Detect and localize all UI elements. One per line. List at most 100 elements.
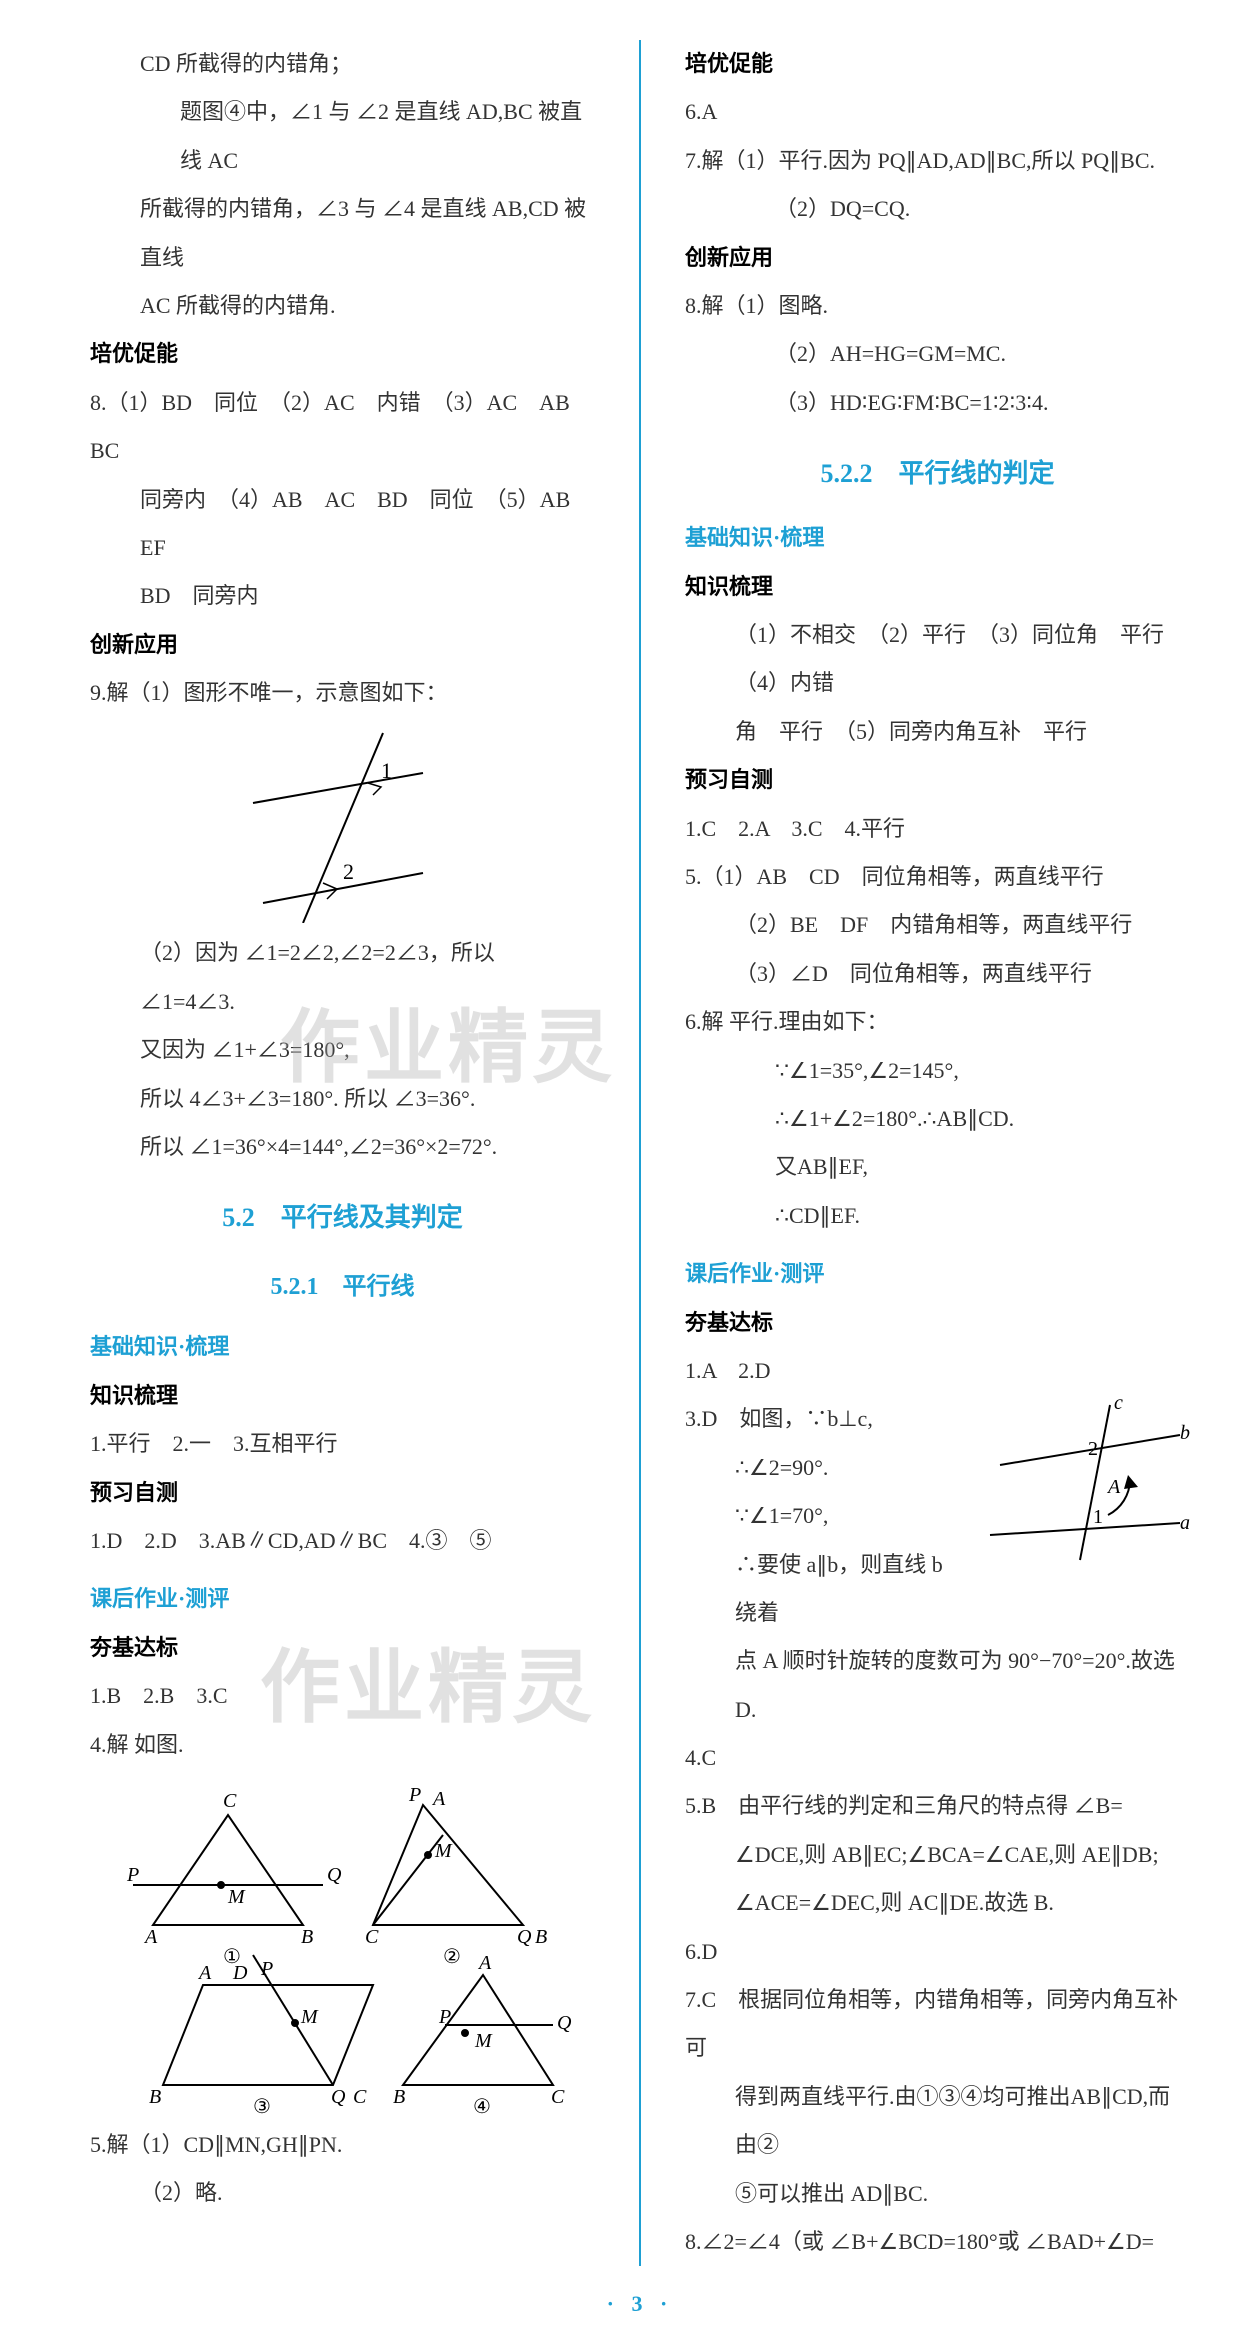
figure-9-diagram: 1 2 xyxy=(233,723,453,923)
svg-text:B: B xyxy=(149,2086,161,2108)
heading: 培优促能 xyxy=(90,330,595,378)
category-heading: 课后作业·测评 xyxy=(685,1250,1190,1298)
text: 8.解（1）图略. xyxy=(685,282,1190,330)
svg-text:②: ② xyxy=(443,1946,461,1968)
text: 6.解 平行.理由如下： xyxy=(685,998,1190,1046)
svg-text:④: ④ xyxy=(473,2096,491,2115)
text: 题图④中，∠1 与 ∠2 是直线 AD,BC 被直线 AC xyxy=(90,88,595,185)
text: ∵∠1=35°,∠2=145°, xyxy=(685,1047,1190,1095)
text: 9.解（1）图形不唯一，示意图如下： xyxy=(90,669,595,717)
heading: 预习自测 xyxy=(685,756,1190,804)
heading: 创新应用 xyxy=(685,234,1190,282)
text: 5.（1）AB CD 同位角相等，两直线平行 xyxy=(685,853,1190,901)
text: （3）∠D 同位角相等，两直线平行 xyxy=(685,950,1190,998)
text: 角 平行 （5）同旁内角互补 平行 xyxy=(685,708,1190,756)
text: 4.C xyxy=(685,1734,1190,1782)
svg-text:C: C xyxy=(551,2086,565,2108)
text: （2）略. xyxy=(90,2169,595,2217)
svg-text:B: B xyxy=(301,1926,313,1948)
text: 1.C 2.A 3.C 4.平行 xyxy=(685,805,1190,853)
svg-text:P: P xyxy=(126,1864,139,1886)
svg-text:Q: Q xyxy=(331,2086,346,2108)
heading: 夯基达标 xyxy=(685,1299,1190,1347)
heading: 知识梳理 xyxy=(90,1372,595,1420)
text: ∴要使 a∥b，则直线 b 绕着 xyxy=(685,1541,970,1638)
svg-text:A: A xyxy=(143,1926,158,1948)
svg-text:A: A xyxy=(477,1952,492,1974)
text: （2）AH=HG=GM=MC. xyxy=(685,330,1190,378)
text: 所以 4∠3+∠3=180°. 所以 ∠3=36°. xyxy=(90,1075,595,1123)
svg-text:C: C xyxy=(353,2086,367,2108)
svg-text:M: M xyxy=(300,2006,319,2028)
right-column: 培优促能 6.A 7.解（1）平行.因为 PQ∥AD,AD∥BC,所以 PQ∥B… xyxy=(685,40,1190,2266)
heading: 知识梳理 xyxy=(685,563,1190,611)
svg-text:Q: Q xyxy=(557,2012,572,2034)
svg-text:M: M xyxy=(434,1840,453,1862)
text: 5.B 由平行线的判定和三角尺的特点得 ∠B= xyxy=(685,1782,1190,1830)
two-column-layout: CD 所截得的内错角； 题图④中，∠1 与 ∠2 是直线 AD,BC 被直线 A… xyxy=(90,40,1190,2266)
text: ∠DCE,则 AB∥EC;∠BCA=∠CAE,则 AE∥DB; xyxy=(685,1831,1190,1879)
text: 6.D xyxy=(685,1928,1190,1976)
svg-text:P: P xyxy=(408,1784,421,1806)
svg-text:M: M xyxy=(474,2030,493,2052)
text: 1.A 2.D xyxy=(685,1347,1190,1395)
svg-text:b: b xyxy=(1180,1422,1190,1444)
svg-text:C: C xyxy=(365,1926,379,1948)
text: ∴CD∥EF. xyxy=(685,1192,1190,1240)
svg-text:A: A xyxy=(197,1962,212,1984)
svg-text:B: B xyxy=(535,1926,547,1948)
text: 点 A 顺时针旋转的度数可为 90°−70°=20°.故选 D. xyxy=(685,1637,1190,1734)
heading: 预习自测 xyxy=(90,1469,595,1517)
text: 8.∠2=∠4（或 ∠B+∠BCD=180°或 ∠BAD+∠D= xyxy=(685,2218,1190,2266)
text: （2）BE DF 内错角相等，两直线平行 xyxy=(685,901,1190,949)
svg-text:P: P xyxy=(438,2006,451,2028)
text: 又因为 ∠1+∠3=180°, xyxy=(90,1026,595,1074)
text: 1.D 2.D 3.AB∥CD,AD∥BC 4.③ ⑤ xyxy=(90,1517,595,1565)
left-column: CD 所截得的内错角； 题图④中，∠1 与 ∠2 是直线 AD,BC 被直线 A… xyxy=(90,40,595,2266)
text: （2）因为 ∠1=2∠2,∠2=2∠3，所以 ∠1=4∠3. xyxy=(90,929,595,1026)
section-title: 5.2 平行线及其判定 xyxy=(90,1189,595,1246)
text: 3.D 如图，∵b⊥c, xyxy=(685,1395,970,1443)
category-heading: 基础知识·梳理 xyxy=(685,514,1190,562)
text: （3）HD∶EG∶FM∶BC=1∶2∶3∶4. xyxy=(685,379,1190,427)
text: 所截得的内错角，∠3 与 ∠4 是直线 AB,CD 被直线 xyxy=(90,185,595,282)
svg-text:A: A xyxy=(1106,1476,1121,1498)
text: 1.平行 2.一 3.互相平行 xyxy=(90,1420,595,1468)
page-number: · 3 · xyxy=(90,2280,1190,2328)
text: 7.C 根据同位角相等，内错角相等，同旁内角互补可 xyxy=(685,1976,1190,2073)
heading: 培优促能 xyxy=(685,40,1190,88)
text: ∵∠1=70°, xyxy=(685,1492,970,1540)
text: 得到两直线平行.由①③④均可推出AB∥CD,而由② xyxy=(685,2073,1190,2170)
svg-text:1: 1 xyxy=(1093,1506,1103,1528)
text: （1）不相交 （2）平行 （3）同位角 平行 （4）内错 xyxy=(685,611,1190,708)
svg-text:a: a xyxy=(1180,1512,1190,1534)
svg-text:C: C xyxy=(223,1790,237,1812)
text: CD 所截得的内错角； xyxy=(90,40,595,88)
heading: 创新应用 xyxy=(90,621,595,669)
svg-text:M: M xyxy=(227,1886,246,1908)
category-heading: 课后作业·测评 xyxy=(90,1575,595,1623)
angle-label-1: 1 xyxy=(381,758,392,783)
text: 同旁内 （4）AB AC BD 同位 （5）AB EF xyxy=(90,476,595,573)
section-title: 5.2.2 平行线的判定 xyxy=(685,445,1190,502)
svg-text:Q: Q xyxy=(327,1864,342,1886)
svg-text:A: A xyxy=(431,1788,446,1810)
text: 7.解（1）平行.因为 PQ∥AD,AD∥BC,所以 PQ∥BC. xyxy=(685,137,1190,185)
text: AC 所截得的内错角. xyxy=(90,282,595,330)
text: 6.A xyxy=(685,88,1190,136)
figure-4-diagram-group: C PQ AB M ① PA CQB M ② ADP BQC M ③ A BC … xyxy=(103,1775,583,2115)
text: 4.解 如图. xyxy=(90,1721,595,1769)
category-heading: 基础知识·梳理 xyxy=(90,1323,595,1371)
svg-text:2: 2 xyxy=(1088,1438,1098,1460)
text: 所以 ∠1=36°×4=144°,∠2=36°×2=72°. xyxy=(90,1123,595,1171)
svg-text:P: P xyxy=(260,1958,273,1980)
angle-label-2: 2 xyxy=(343,859,354,884)
text: BD 同旁内 xyxy=(90,572,595,620)
text: ∴∠1+∠2=180°.∴AB∥CD. xyxy=(685,1095,1190,1143)
text: （2）DQ=CQ. xyxy=(685,185,1190,233)
subsection-title: 5.2.1 平行线 xyxy=(90,1261,595,1314)
text: 8.（1）BD 同位 （2）AC 内错 （3）AC AB BC xyxy=(90,379,595,476)
svg-text:c: c xyxy=(1114,1395,1123,1414)
column-divider xyxy=(639,40,641,2266)
text: ⑤可以推出 AD∥BC. xyxy=(685,2170,1190,2218)
